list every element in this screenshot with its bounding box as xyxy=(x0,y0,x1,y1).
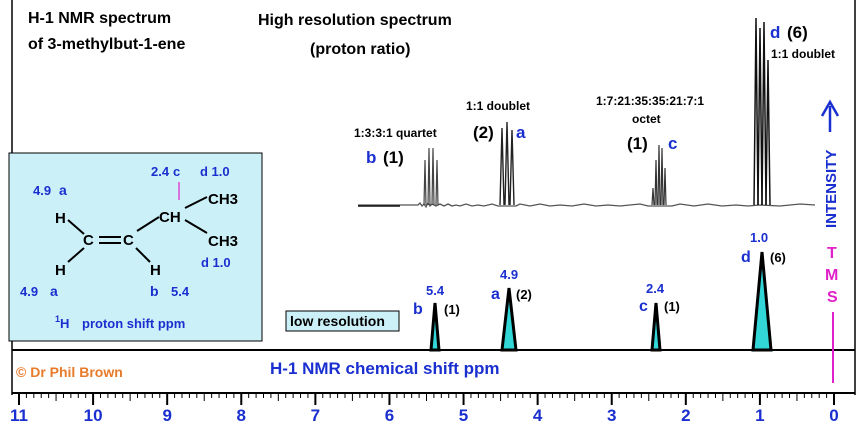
tick-label: 5 xyxy=(459,406,468,425)
octet-c-peaks xyxy=(651,144,667,206)
high-res-baseline xyxy=(358,201,816,209)
mol-shift-d-top: d 1.0 xyxy=(200,164,230,179)
tick-label: 0 xyxy=(829,406,838,425)
tick-label: 3 xyxy=(607,406,616,425)
mol-h1: H xyxy=(55,210,66,227)
tick-label: 9 xyxy=(162,406,171,425)
mol-shift-a-top: 4.9 xyxy=(33,183,51,198)
low-res-peak-b xyxy=(429,302,441,352)
intensity-label: INTENSITY xyxy=(823,150,840,228)
mol-shift-d-bottom: d 1.0 xyxy=(201,255,231,270)
xaxis-label: H-1 NMR chemical shift ppm xyxy=(270,359,500,378)
tick-label: 7 xyxy=(311,406,320,425)
low-res-peak-a xyxy=(500,287,518,352)
high-res-title-1: High resolution spectrum xyxy=(258,12,452,29)
mol-h2: H xyxy=(55,262,66,279)
caption-text: proton shift ppm xyxy=(82,316,185,331)
hr-b-letter: b xyxy=(366,148,376,167)
hr-d-pattern: 1:1 doublet xyxy=(771,47,835,61)
mol-letter-a-top: a xyxy=(59,182,67,198)
lr-d-ratio: (6) xyxy=(770,250,786,265)
mol-letter-a-bottom: a xyxy=(50,283,58,299)
xaxis-ticks: 11 10 9 8 7 6 5 4 3 2 1 0 xyxy=(10,393,839,425)
lr-a-shift: 4.9 xyxy=(500,267,518,282)
quartet-b-peaks xyxy=(423,147,439,206)
mol-ch3-bottom: CH3 xyxy=(208,233,238,250)
lr-a-ratio: (2) xyxy=(516,287,532,302)
lr-b-ratio: (1) xyxy=(444,302,460,317)
hr-d-ratio: (6) xyxy=(787,23,808,42)
title-line-2: of 3-methylbut-1-ene xyxy=(28,36,185,53)
low-res-peak-d xyxy=(751,251,773,352)
caption-h: H xyxy=(60,316,69,331)
tick-label: 11 xyxy=(10,406,28,425)
mol-letter-b: b xyxy=(150,283,159,299)
low-res-label: low resolution xyxy=(290,313,385,329)
low-res-box xyxy=(285,310,400,332)
mol-ch: CH xyxy=(159,209,181,226)
hr-c-letter: c xyxy=(668,134,677,153)
hr-a-letter: a xyxy=(516,123,526,142)
molecule-structure: 2.4 c d 1.0 4.9 a H CH CH3 CH3 C C H H d… xyxy=(20,164,238,331)
intensity-arrow-icon xyxy=(820,99,840,132)
hr-c-pattern: 1:7:21:35:35:21:7:1 xyxy=(596,94,704,108)
lr-c-shift: 2.4 xyxy=(646,281,665,296)
hr-b-pattern: 1:3:3:1 quartet xyxy=(354,126,437,140)
tick-label: 4 xyxy=(533,406,543,425)
hr-b-ratio: (1) xyxy=(383,148,404,167)
low-res-peak-c xyxy=(650,302,662,352)
hr-a-pattern: 1:1 doublet xyxy=(466,99,530,113)
tms-s: S xyxy=(827,289,838,306)
mol-shift-c: 2.4 xyxy=(151,164,170,179)
mol-h3: H xyxy=(150,262,161,279)
lr-b-letter: b xyxy=(413,301,423,318)
mol-c1: C xyxy=(83,232,94,249)
doublet-a-peaks xyxy=(499,121,515,206)
lr-b-shift: 5.4 xyxy=(426,283,445,298)
lr-a-letter: a xyxy=(491,286,500,303)
tick-label: 1 xyxy=(755,406,764,425)
mol-letter-c: c xyxy=(173,164,180,179)
hr-a-ratio: (2) xyxy=(473,123,494,142)
mol-ch3-top: CH3 xyxy=(208,191,238,208)
tms-m: M xyxy=(825,267,838,284)
high-res-title-2: (proton ratio) xyxy=(310,41,410,58)
mol-c2: C xyxy=(123,232,134,249)
tick-label: 10 xyxy=(84,406,103,425)
hr-c-ratio: (1) xyxy=(627,134,648,153)
credit: © Dr Phil Brown xyxy=(16,364,123,380)
caption-sup: 1 xyxy=(55,314,60,324)
mol-shift-a-bottom: 4.9 xyxy=(20,284,38,299)
mol-shift-b: 5.4 xyxy=(171,284,190,299)
title-line-1: H-1 NMR spectrum xyxy=(28,10,171,27)
lr-d-letter: d xyxy=(741,249,751,266)
molecule-panel xyxy=(8,152,263,342)
lr-c-letter: c xyxy=(639,298,648,315)
hr-c-pattern-2: octet xyxy=(632,112,661,126)
tick-label: 6 xyxy=(385,406,394,425)
lr-d-shift: 1.0 xyxy=(750,230,768,245)
lr-c-ratio: (1) xyxy=(664,299,680,314)
tick-label: 8 xyxy=(237,406,246,425)
doublet-d-peaks xyxy=(753,17,771,206)
hr-d-letter: d xyxy=(770,23,780,42)
tms-t: T xyxy=(827,245,837,262)
tick-label: 2 xyxy=(681,406,690,425)
